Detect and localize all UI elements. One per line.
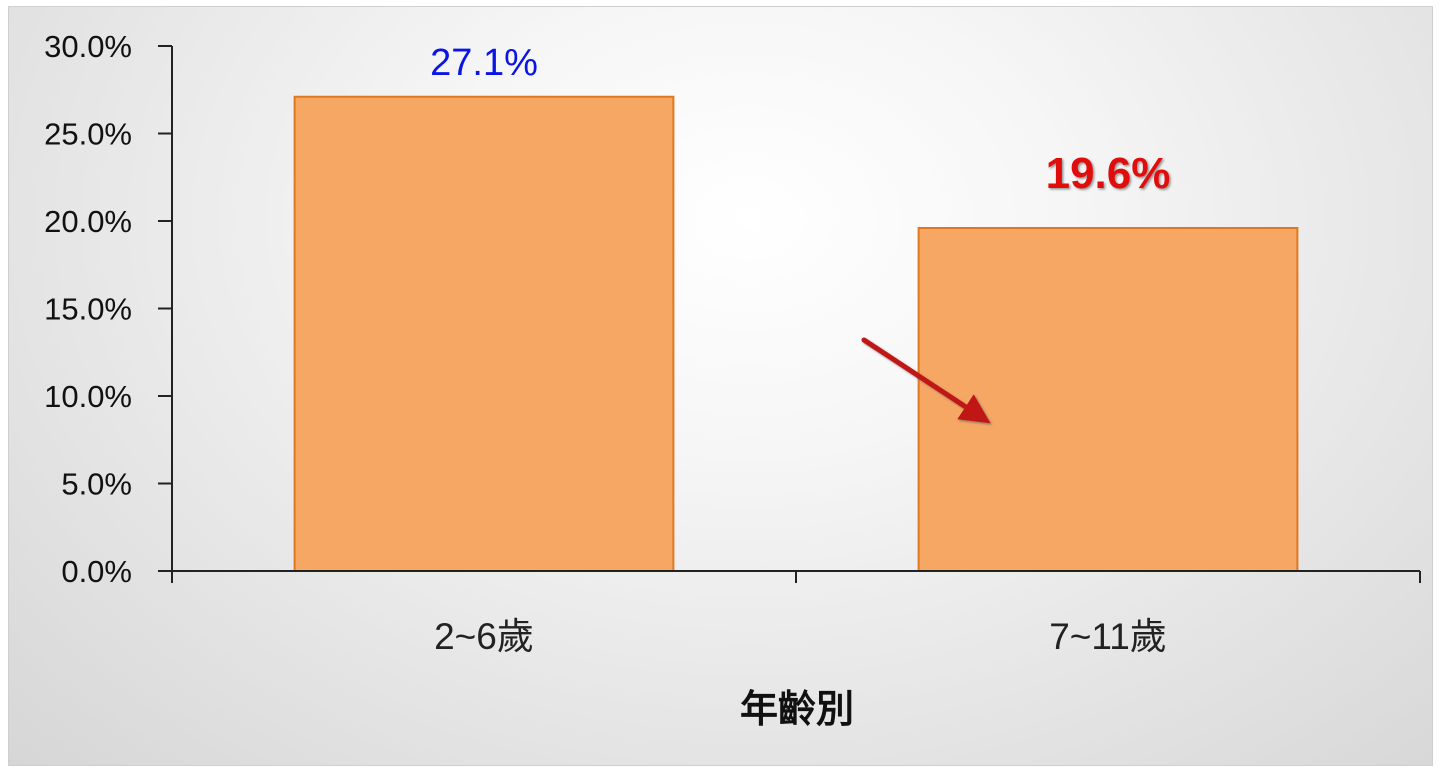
data-label: 27.1% bbox=[430, 42, 538, 84]
y-tick-label: 10.0% bbox=[44, 379, 132, 414]
y-tick-label: 0.0% bbox=[61, 554, 132, 589]
bar bbox=[293, 95, 675, 572]
axes-group: 0.0% 5.0% 10.0% 15.0% 20.0% 25.0% 30.0% bbox=[44, 29, 1421, 589]
bars-group bbox=[293, 95, 1299, 572]
y-tick-label: 25.0% bbox=[44, 117, 132, 152]
bar bbox=[917, 227, 1299, 572]
y-tick-label: 20.0% bbox=[44, 204, 132, 239]
x-tick-label: 2~6歲 bbox=[434, 616, 534, 657]
x-tick-label: 7~11歲 bbox=[1049, 616, 1167, 657]
y-tick-label: 15.0% bbox=[44, 292, 132, 327]
x-axis-title: 年齡別 bbox=[740, 686, 854, 731]
red-arrow-icon bbox=[861, 337, 991, 424]
data-label: 19.6% bbox=[1046, 149, 1171, 198]
labels-group: 2~6歲 27.1% 7~11歲 19.6% bbox=[430, 42, 1170, 657]
y-tick-label: 30.0% bbox=[44, 29, 132, 64]
y-tick-label: 5.0% bbox=[61, 467, 132, 502]
